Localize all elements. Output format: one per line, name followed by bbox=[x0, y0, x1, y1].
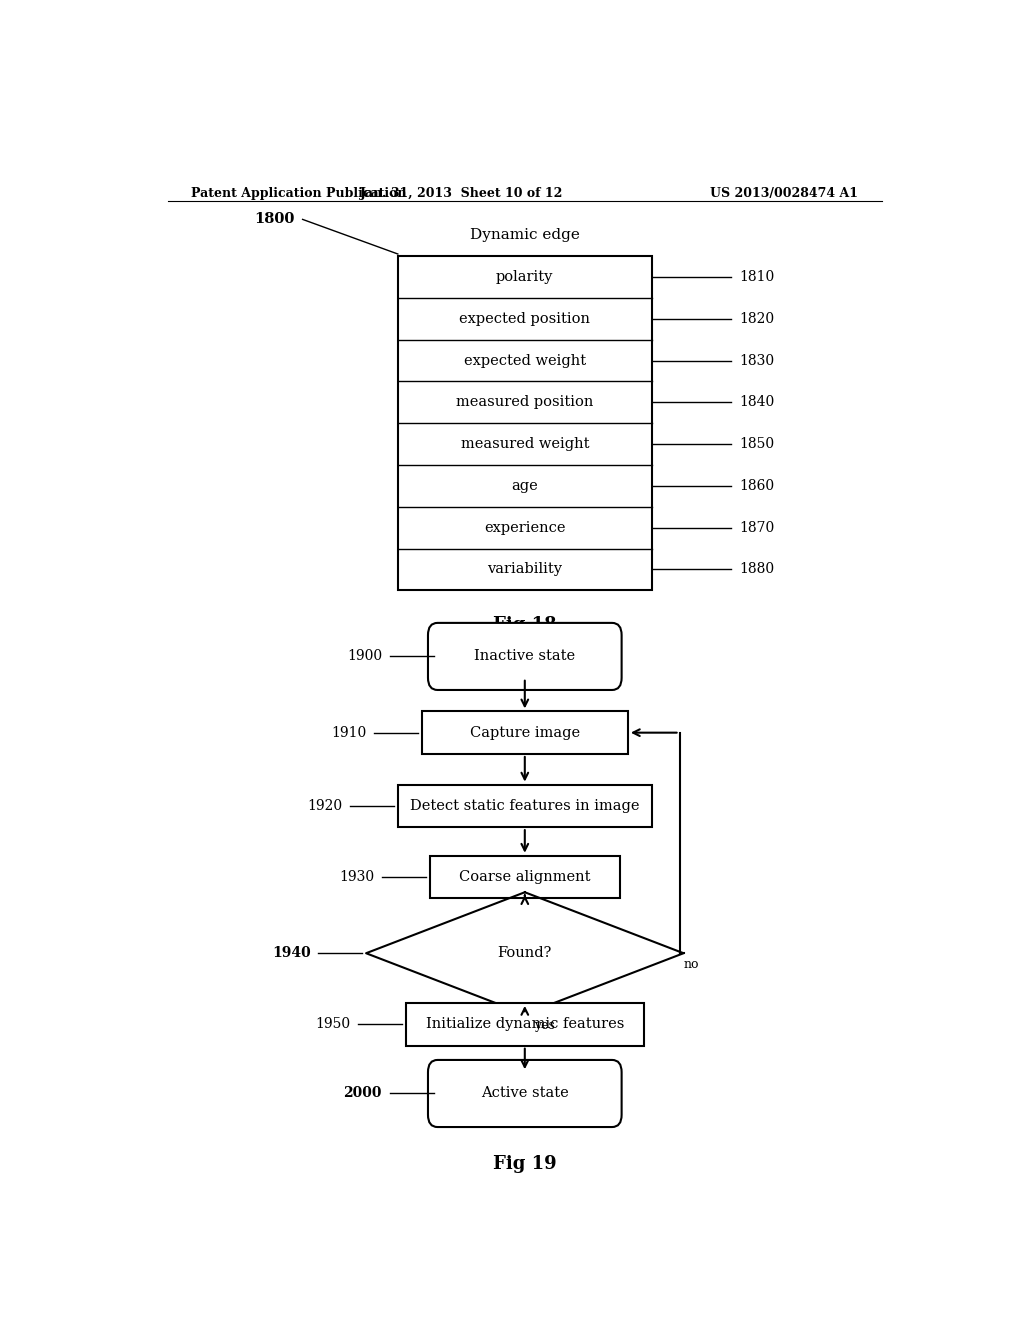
Text: Fig 19: Fig 19 bbox=[493, 1155, 557, 1173]
Text: 1880: 1880 bbox=[739, 562, 774, 577]
Text: variability: variability bbox=[487, 562, 562, 577]
Text: 1870: 1870 bbox=[739, 520, 774, 535]
Text: 1930: 1930 bbox=[339, 870, 374, 884]
Text: Fig 18: Fig 18 bbox=[493, 616, 557, 634]
Bar bbox=[422, 711, 628, 754]
Text: Jan. 31, 2013  Sheet 10 of 12: Jan. 31, 2013 Sheet 10 of 12 bbox=[359, 187, 563, 199]
Bar bbox=[397, 256, 652, 590]
Text: 1910: 1910 bbox=[331, 726, 367, 739]
Text: 1800: 1800 bbox=[254, 213, 295, 227]
Text: Patent Application Publication: Patent Application Publication bbox=[191, 187, 407, 199]
FancyBboxPatch shape bbox=[428, 1060, 622, 1127]
Text: Initialize dynamic features: Initialize dynamic features bbox=[426, 1018, 624, 1031]
Text: expected position: expected position bbox=[460, 312, 590, 326]
Bar bbox=[406, 1003, 644, 1045]
Text: Active state: Active state bbox=[481, 1086, 568, 1101]
Text: 2000: 2000 bbox=[343, 1086, 382, 1101]
Text: 1900: 1900 bbox=[347, 649, 382, 664]
Polygon shape bbox=[367, 892, 684, 1014]
Text: 1830: 1830 bbox=[739, 354, 774, 367]
Text: polarity: polarity bbox=[496, 271, 554, 284]
Text: experience: experience bbox=[484, 520, 565, 535]
Text: Inactive state: Inactive state bbox=[474, 649, 575, 664]
Text: 1820: 1820 bbox=[739, 312, 774, 326]
Text: 1950: 1950 bbox=[315, 1018, 350, 1031]
Text: age: age bbox=[511, 479, 539, 492]
Text: 1860: 1860 bbox=[739, 479, 774, 492]
Text: no: no bbox=[684, 958, 699, 972]
Text: 1920: 1920 bbox=[307, 799, 342, 813]
Text: Capture image: Capture image bbox=[470, 726, 580, 739]
Text: measured position: measured position bbox=[456, 395, 594, 409]
Text: Coarse alignment: Coarse alignment bbox=[459, 870, 591, 884]
Text: measured weight: measured weight bbox=[461, 437, 589, 451]
Text: 1810: 1810 bbox=[739, 271, 774, 284]
Text: Dynamic edge: Dynamic edge bbox=[470, 228, 580, 242]
Text: Found?: Found? bbox=[498, 946, 552, 960]
Text: 1840: 1840 bbox=[739, 395, 774, 409]
Text: 1940: 1940 bbox=[271, 946, 310, 960]
Text: US 2013/0028474 A1: US 2013/0028474 A1 bbox=[710, 187, 858, 199]
Text: yes: yes bbox=[535, 1019, 555, 1032]
Bar bbox=[430, 855, 621, 899]
Text: Detect static features in image: Detect static features in image bbox=[410, 799, 640, 813]
Text: 1850: 1850 bbox=[739, 437, 774, 451]
Text: expected weight: expected weight bbox=[464, 354, 586, 367]
Bar bbox=[397, 784, 651, 828]
FancyBboxPatch shape bbox=[428, 623, 622, 690]
